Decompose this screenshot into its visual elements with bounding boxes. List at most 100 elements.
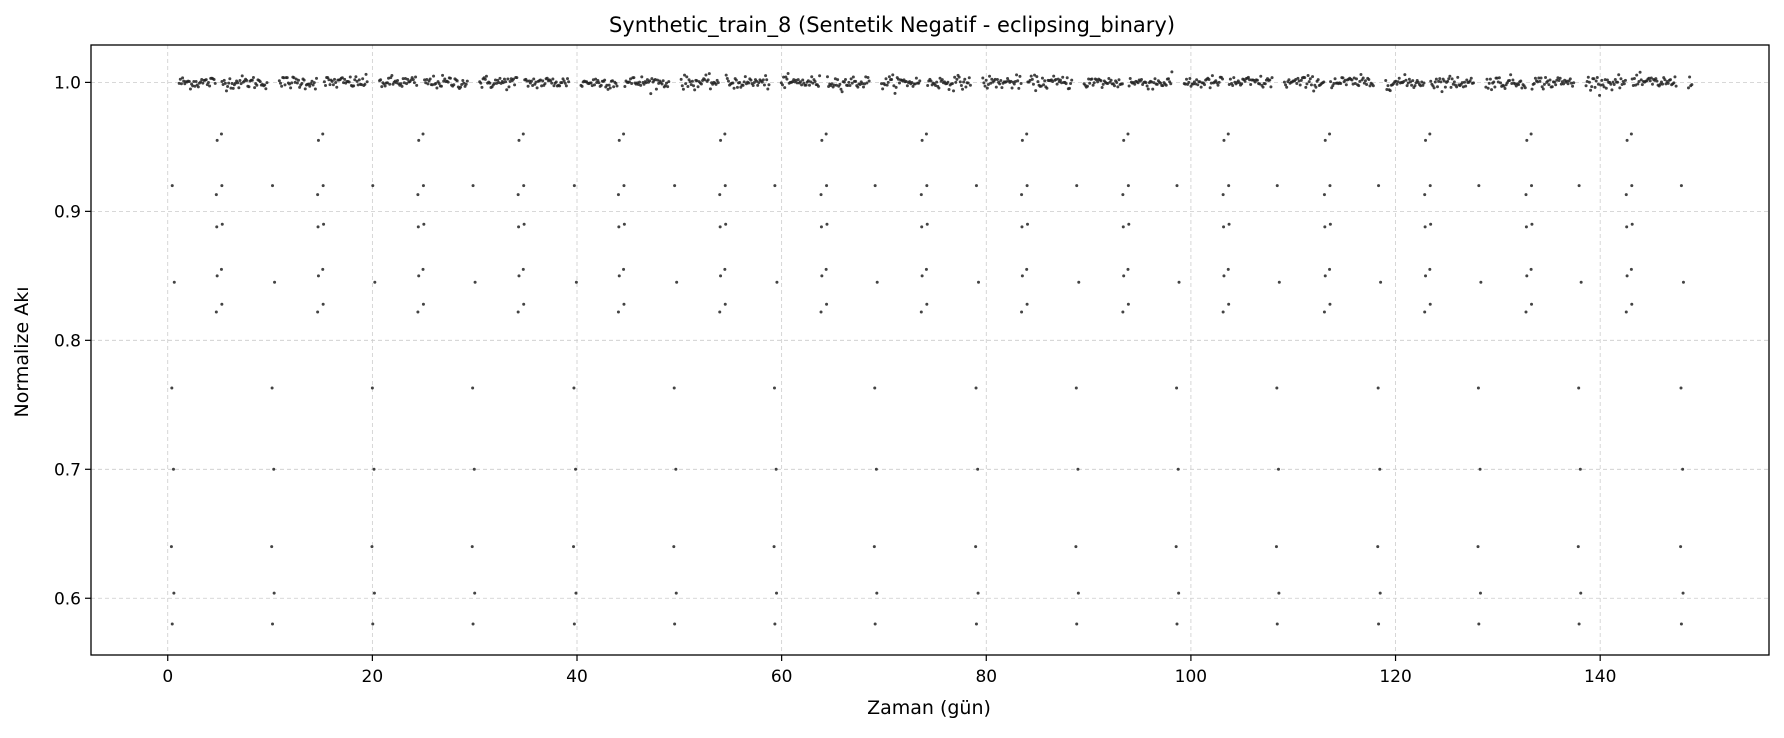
data-point [423,78,427,82]
data-point [986,82,990,86]
x-tick-label: 100 [1175,667,1207,687]
data-point [355,79,359,83]
data-point [289,86,293,90]
data-point [558,84,562,88]
data-point [1674,84,1678,88]
data-point [1025,267,1029,271]
data-point [957,75,961,79]
data-point [170,622,174,626]
data-point [1419,84,1423,88]
data-point [1227,184,1231,188]
data-point [330,79,334,83]
data-point [313,87,317,91]
data-point [280,84,284,88]
data-point [1092,81,1096,85]
data-point [295,81,299,85]
data-point [1613,78,1617,81]
data-point [811,81,815,85]
data-point [1595,76,1599,80]
data-point [508,80,512,84]
data-point [370,386,374,390]
data-point [1175,386,1179,390]
data-point [820,138,824,142]
data-point [208,84,212,88]
data-point [206,80,210,84]
data-point [896,77,900,81]
data-point [1167,77,1170,81]
data-point [187,79,191,83]
data-point [1377,184,1381,188]
data-point [1533,76,1537,80]
data-point [1630,77,1634,81]
data-point [1578,467,1582,471]
data-point [1195,78,1199,82]
data-point [1323,274,1327,278]
data-point [316,225,320,229]
data-point [1020,138,1024,142]
data-point [977,280,980,284]
data-point [1638,70,1642,74]
data-point [1690,83,1694,87]
data-point [840,90,844,94]
data-point [240,74,244,78]
data-point [1424,274,1428,278]
data-point [1550,85,1554,89]
data-point [1246,75,1250,79]
data-point [920,274,924,278]
data-point [988,74,992,78]
data-point [224,89,228,93]
data-point [1414,81,1418,85]
data-point [606,87,610,91]
data-point [739,85,743,89]
data-point [226,84,230,88]
data-point [439,84,443,88]
data-point [672,545,676,549]
data-point [657,81,661,85]
data-point [1126,267,1130,271]
data-point [873,184,877,188]
data-point [1679,622,1683,626]
data-point [842,80,846,84]
data-point [1152,81,1156,85]
data-point [1120,82,1124,86]
data-point [1520,86,1524,90]
data-point [723,267,727,271]
data-point [1232,76,1236,80]
data-point [373,280,377,284]
data-point [1666,81,1670,85]
data-point [673,184,677,188]
data-point [1268,78,1272,82]
data-point [1306,74,1310,78]
data-point [864,75,868,79]
data-point [1396,80,1400,84]
data-point [515,76,519,80]
data-point [356,83,360,87]
data-point [1305,82,1309,86]
data-point [636,83,640,86]
data-point [1351,82,1355,86]
data-point [171,467,175,471]
data-point [258,80,262,84]
data-point [1221,310,1225,314]
data-point [1394,79,1398,83]
data-point [221,83,225,87]
data-point [1455,85,1459,89]
data-point [400,84,404,88]
data-point [688,80,692,84]
data-point [1176,467,1180,471]
data-point [434,82,438,86]
data-point [361,77,365,81]
data-point [1100,86,1104,90]
data-point [1009,79,1013,83]
data-point [511,77,515,81]
data-point [1589,88,1593,92]
data-point [1175,622,1179,626]
data-point [1422,81,1426,85]
data-point [1546,79,1550,83]
data-point [1586,75,1590,79]
data-point [388,82,392,86]
data-point [1275,622,1279,626]
data-point [1413,84,1417,88]
data-point [1025,184,1029,188]
data-point [693,88,697,92]
